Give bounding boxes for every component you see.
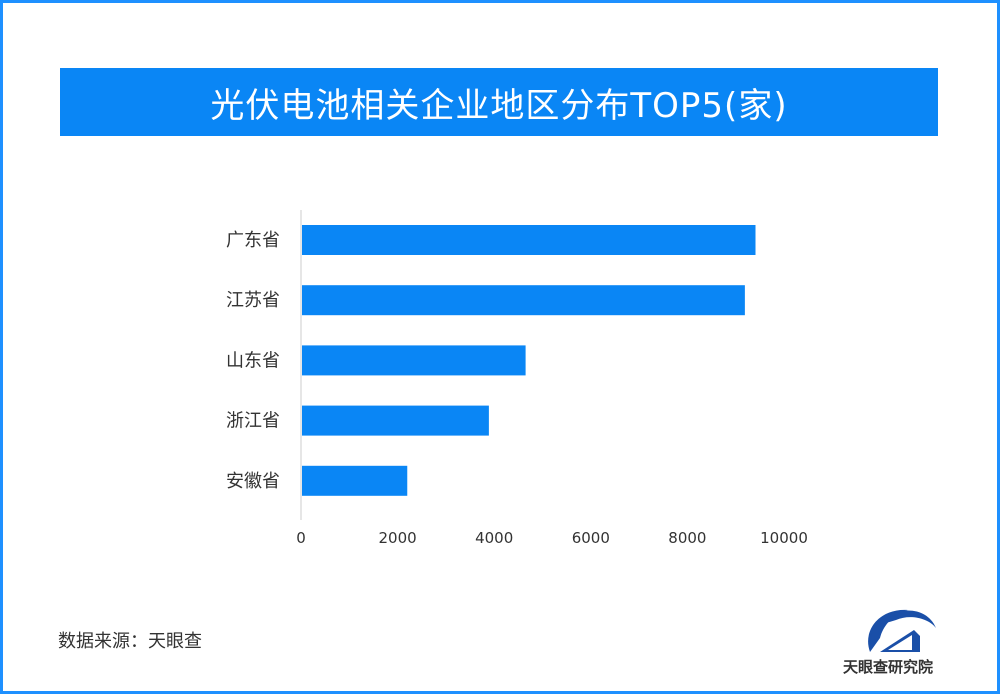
category-label: 浙江省 bbox=[226, 411, 280, 432]
x-tick-label: 0 bbox=[296, 529, 306, 547]
data-source: 数据来源：天眼查 bbox=[58, 631, 202, 652]
bar bbox=[302, 405, 489, 436]
category-label: 江苏省 bbox=[226, 290, 280, 311]
x-tick-label: 2000 bbox=[379, 529, 417, 547]
category-label: 广东省 bbox=[226, 230, 280, 251]
bar bbox=[302, 285, 745, 316]
tianyancha-logo-icon bbox=[868, 609, 936, 652]
chart-title: 光伏电池相关企业地区分布TOP5(家) bbox=[60, 68, 938, 136]
logo-text: 天眼查研究院 bbox=[843, 658, 934, 676]
bar bbox=[302, 345, 526, 376]
x-tick-label: 8000 bbox=[668, 529, 706, 547]
x-tick-label: 10000 bbox=[760, 529, 808, 547]
x-tick-label: 6000 bbox=[572, 529, 610, 547]
category-label: 安徽省 bbox=[226, 471, 280, 492]
bar bbox=[302, 225, 756, 255]
bar bbox=[302, 465, 408, 496]
x-tick-label: 4000 bbox=[475, 529, 513, 547]
category-label: 山东省 bbox=[226, 350, 280, 371]
